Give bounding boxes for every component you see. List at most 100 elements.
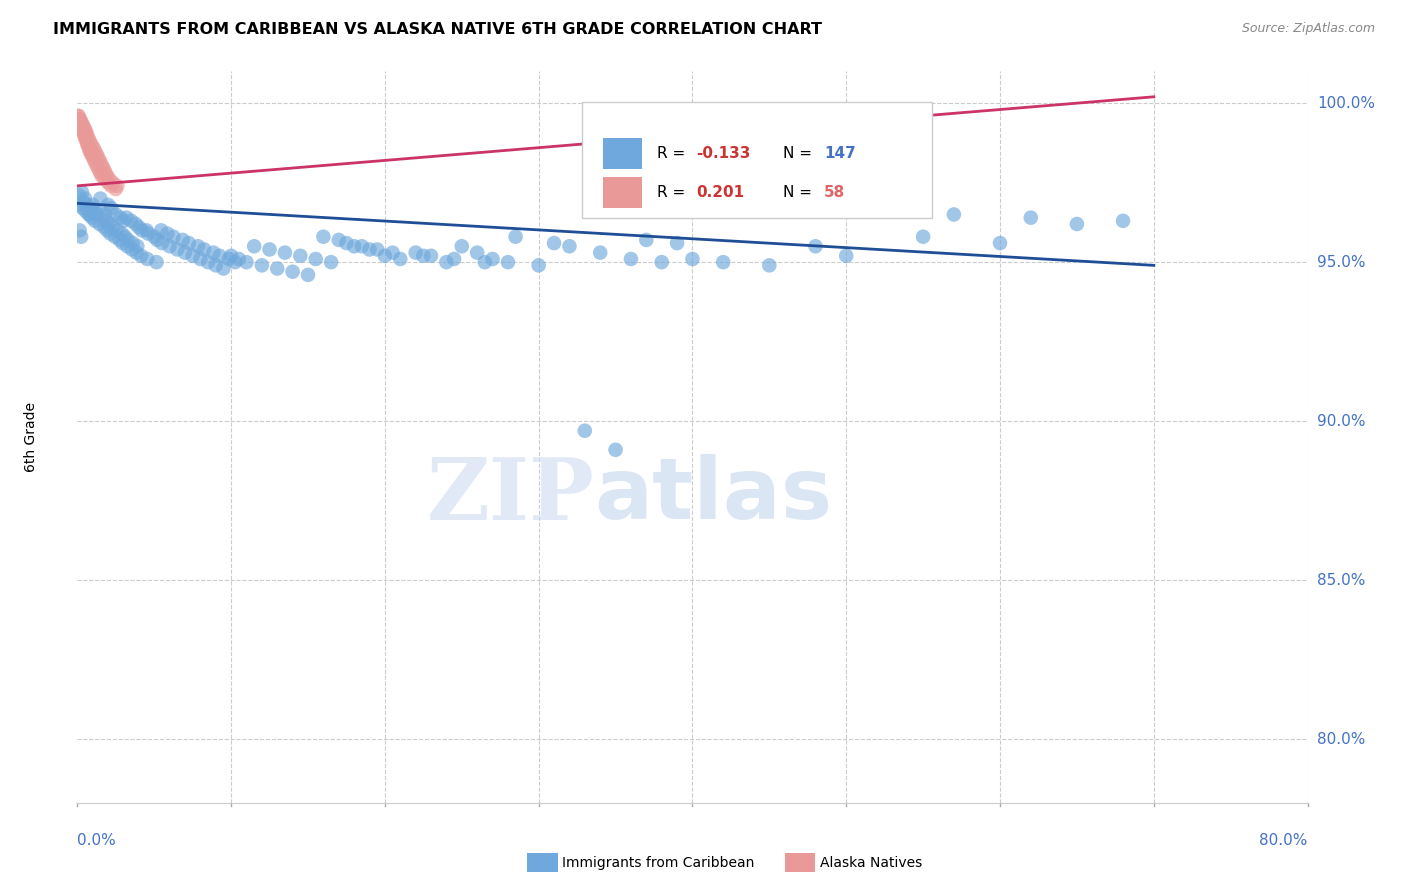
Point (104, 229, 127, 244)
Point (128, 220, 150, 235)
Point (111, 236, 134, 251)
Point (343, 239, 366, 253)
Point (75, 204, 97, 219)
Point (90, 156, 112, 170)
Point (543, 236, 565, 251)
Point (465, 245, 488, 260)
Point (297, 268, 319, 282)
Point (100, 201, 122, 215)
Point (86, 207, 108, 221)
Text: -0.133: -0.133 (696, 146, 751, 161)
Point (208, 249, 231, 263)
Text: R =: R = (657, 146, 690, 161)
Point (67, 109, 90, 123)
Text: atlas: atlas (595, 454, 832, 537)
Point (335, 236, 357, 251)
Point (94, 172, 117, 186)
Point (129, 249, 152, 263)
Point (79, 134, 101, 148)
Point (96, 223, 118, 237)
Point (76, 134, 98, 148)
Point (94, 207, 117, 221)
Point (89, 192, 111, 206)
Point (93, 220, 115, 235)
Point (127, 239, 149, 253)
Text: IMMIGRANTS FROM CARIBBEAN VS ALASKA NATIVE 6TH GRADE CORRELATION CHART: IMMIGRANTS FROM CARIBBEAN VS ALASKA NATI… (53, 22, 823, 37)
Point (89, 166, 111, 180)
Point (97, 176, 120, 190)
Point (405, 245, 427, 260)
Point (69, 198, 91, 212)
Point (73, 131, 96, 145)
Point (912, 229, 935, 244)
Point (69, 115, 91, 129)
Text: 100.0%: 100.0% (1317, 95, 1375, 111)
Point (101, 176, 124, 190)
Point (474, 255, 496, 269)
Point (80, 211, 103, 225)
Point (187, 239, 209, 253)
Text: 80.0%: 80.0% (1260, 833, 1308, 848)
Point (505, 229, 527, 244)
Point (112, 214, 135, 228)
Point (89, 153, 111, 168)
Point (67, 109, 90, 123)
Point (86, 147, 108, 161)
Text: N =: N = (783, 146, 817, 161)
Point (666, 236, 689, 251)
Point (359, 243, 381, 257)
Text: 85.0%: 85.0% (1317, 573, 1365, 588)
Point (228, 252, 250, 266)
Point (156, 227, 179, 241)
Point (69, 119, 91, 133)
Point (80, 137, 103, 152)
Point (389, 252, 412, 266)
Point (79, 144, 101, 158)
Point (1112, 214, 1135, 228)
Point (436, 255, 458, 269)
Text: ZIP: ZIP (426, 454, 595, 538)
Point (758, 258, 780, 272)
Point (290, 249, 312, 263)
Point (84, 204, 107, 219)
Point (84, 214, 107, 228)
Point (202, 245, 225, 260)
Text: 0.201: 0.201 (696, 185, 744, 200)
Point (319, 255, 342, 269)
Point (72, 194, 94, 209)
Point (420, 249, 443, 263)
Point (827, 201, 849, 215)
Point (69, 119, 91, 133)
Point (636, 233, 658, 247)
Point (70, 115, 93, 129)
Point (166, 243, 188, 257)
Point (67, 188, 90, 202)
Point (366, 243, 388, 257)
Point (250, 258, 273, 272)
Point (104, 207, 127, 221)
Point (73, 121, 96, 136)
Point (98, 172, 121, 186)
Point (696, 192, 718, 206)
Point (104, 182, 127, 196)
Point (86, 160, 108, 174)
Text: 58: 58 (824, 185, 845, 200)
Point (412, 249, 434, 263)
Point (73, 192, 96, 206)
Point (782, 198, 804, 212)
Point (115, 211, 138, 225)
Point (120, 214, 142, 228)
Point (105, 178, 128, 193)
Point (96, 169, 118, 184)
Point (496, 255, 519, 269)
Point (243, 239, 266, 253)
Point (527, 258, 550, 272)
Point (651, 255, 673, 269)
Text: Source: ZipAtlas.com: Source: ZipAtlas.com (1241, 22, 1375, 36)
Point (101, 220, 124, 235)
Text: 147: 147 (824, 146, 856, 161)
Point (75, 131, 97, 145)
Point (312, 229, 335, 244)
Point (70, 229, 93, 244)
Point (135, 223, 157, 237)
